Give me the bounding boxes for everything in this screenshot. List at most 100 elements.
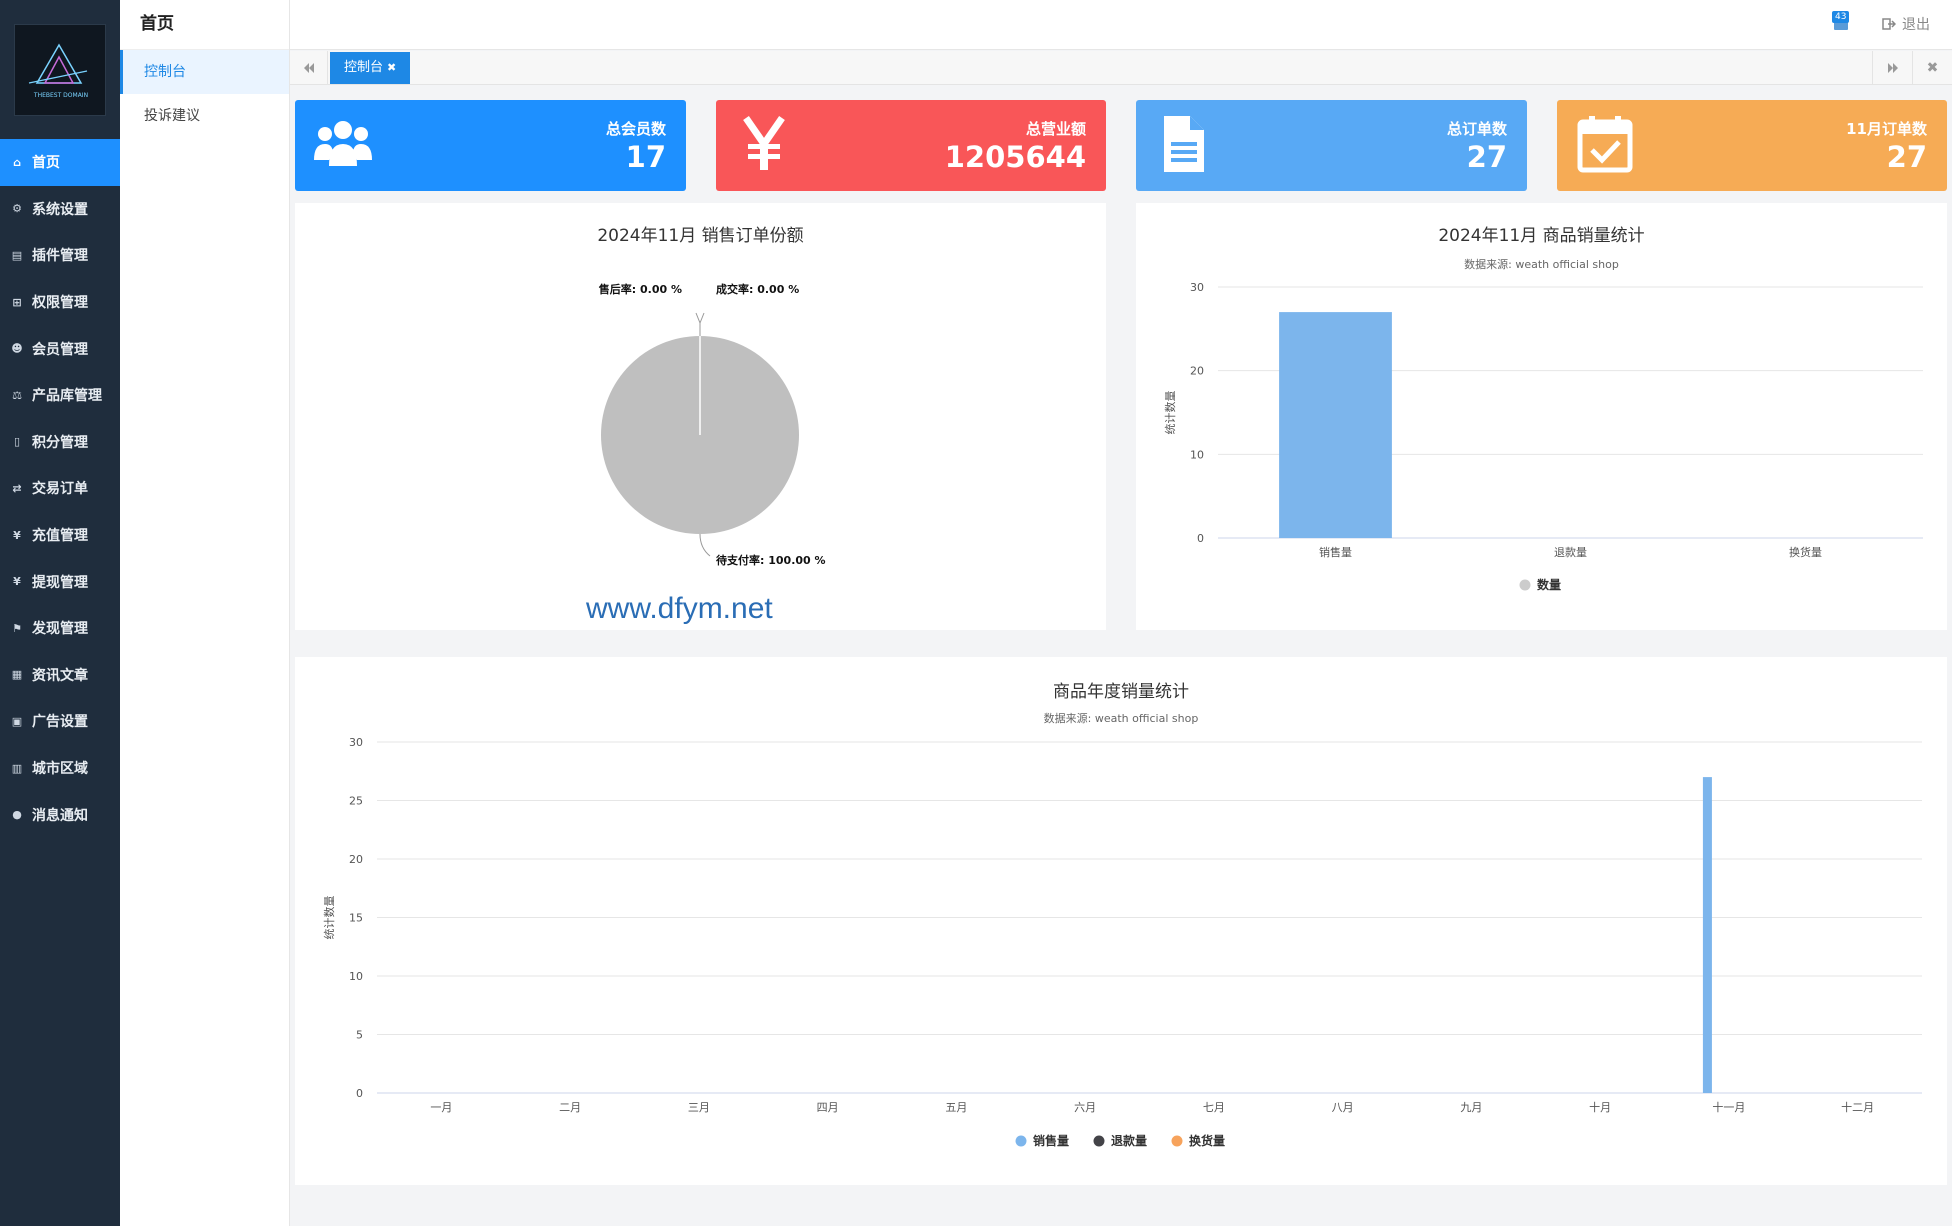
- stat-card-orders[interactable]: 总订单数 27: [1136, 100, 1527, 191]
- x-tick-label: 销售量: [1319, 545, 1352, 559]
- users-icon: [314, 121, 372, 166]
- nav-item-12[interactable]: ▣ 广告设置: [0, 698, 120, 745]
- comment-icon: ●: [12, 808, 22, 822]
- x-tick-label: 十一月: [1712, 1100, 1745, 1114]
- legend-marker[interactable]: [1015, 1135, 1027, 1147]
- bar[interactable]: [1279, 312, 1392, 538]
- bar[interactable]: [1702, 777, 1712, 1093]
- logout-button[interactable]: 退出: [1882, 14, 1930, 34]
- flag-icon: ⚑: [12, 621, 22, 635]
- tab-label: 控制台: [344, 60, 384, 75]
- nav-item-label: 首页: [32, 155, 60, 172]
- map-icon: ▥: [11, 761, 23, 775]
- legend-label[interactable]: 销售量: [1033, 1133, 1069, 1148]
- scale-icon: ⚖: [12, 388, 22, 402]
- nav-item-3[interactable]: ⊞ 权限管理: [0, 279, 120, 326]
- close-icon: ✖: [1926, 60, 1939, 76]
- pie-chart: 售后率: 0.00 % 成交率: 0.00 % 待支付率: 100.00 %: [598, 282, 826, 567]
- nav-item-6[interactable]: ▯ 积分管理: [0, 419, 120, 466]
- x-tick-label: 换货量: [1789, 545, 1822, 559]
- pie-data-label: 售后率: 0.00 %: [598, 282, 682, 296]
- image-icon: ▣: [11, 714, 23, 728]
- yen-icon: ¥: [13, 575, 21, 589]
- card-label: 总会员数: [605, 120, 666, 138]
- legend-marker[interactable]: [1171, 1135, 1183, 1147]
- users-icon: ☻: [11, 342, 23, 356]
- x-tick-label: 十二月: [1841, 1100, 1874, 1114]
- nav-item-4[interactable]: ☻ 会员管理: [0, 325, 120, 372]
- double-left-icon: [303, 63, 314, 73]
- nav-item-label: 交易订单: [32, 481, 88, 498]
- y-axis-label: 统计数量: [1164, 391, 1177, 435]
- card-label: 11月订单数: [1846, 120, 1927, 138]
- subnav-item-1[interactable]: 投诉建议: [144, 108, 200, 124]
- x-tick-label: 九月: [1460, 1101, 1482, 1114]
- y-tick-label: 30: [349, 736, 363, 749]
- card-value: 27: [1466, 140, 1507, 174]
- x-tick-label: 四月: [817, 1101, 839, 1114]
- y-tick-label: 0: [356, 1087, 363, 1100]
- gear-icon: ⚙: [12, 202, 22, 216]
- main-nav: ⌂ 首页 ⚙ 系统设置 ▤ 插件管理 ⊞ 权限管理 ☻ 会员管理 ⚖ 产品库管理 ▯ 积分管理 ⇄ 交易订单 ¥…: [0, 139, 120, 838]
- double-right-icon: [1887, 63, 1898, 73]
- nav-item-label: 产品库管理: [32, 388, 102, 405]
- chart-title: 商品年度销量统计: [1053, 682, 1189, 702]
- card-label: 总营业额: [1025, 120, 1086, 138]
- nav-item-1[interactable]: ⚙ 系统设置: [0, 186, 120, 233]
- legend-marker[interactable]: [1093, 1135, 1105, 1147]
- nav-item-label: 充值管理: [32, 528, 88, 545]
- notification-badge: 43: [1832, 11, 1850, 23]
- close-icon[interactable]: ✖: [387, 61, 397, 74]
- nav-item-7[interactable]: ⇄ 交易订单: [0, 465, 120, 512]
- x-tick-label: 一月: [430, 1101, 452, 1114]
- nav-item-2[interactable]: ▤ 插件管理: [0, 232, 120, 279]
- stat-card-monthly-orders[interactable]: 11月订单数 27: [1557, 100, 1947, 191]
- close-all-tabs-button[interactable]: ✖: [1912, 51, 1952, 85]
- main-sidebar: THEBEST DOMAIN ⌂ 首页 ⚙ 系统设置 ▤ 插件管理 ⊞ 权限管理 ☻ 会员管理 ⚖ 产…: [0, 0, 120, 1226]
- pie-data-label: 待支付率: 100.00 %: [715, 553, 826, 567]
- y-tick-label: 20: [349, 853, 363, 866]
- x-tick-label: 八月: [1332, 1101, 1354, 1114]
- notification-button[interactable]: 43: [1832, 11, 1852, 34]
- legend-marker[interactable]: [1519, 579, 1531, 591]
- nav-item-11[interactable]: ▦ 资讯文章: [0, 652, 120, 699]
- pie-data-label: 成交率: 0.00 %: [716, 282, 799, 296]
- nav-item-10[interactable]: ⚑ 发现管理: [0, 605, 120, 652]
- chart-title: 2024年11月 商品销量统计: [1438, 226, 1645, 246]
- stat-card-revenue[interactable]: 总营业额 1205644: [716, 100, 1106, 191]
- logout-label: 退出: [1902, 17, 1930, 33]
- nav-item-8[interactable]: ¥ 充值管理: [0, 512, 120, 559]
- x-tick-label: 三月: [688, 1101, 710, 1114]
- nav-item-label: 城市区域: [32, 761, 88, 778]
- tab-bar: 控制台 ✖ ✖: [290, 51, 1952, 85]
- nav-item-label: 插件管理: [32, 248, 88, 265]
- y-axis-label: 统计数量: [323, 896, 336, 940]
- x-tick-label: 六月: [1074, 1101, 1096, 1114]
- tab-scroll-right-button[interactable]: [1872, 51, 1912, 85]
- nav-item-label: 提现管理: [32, 574, 88, 591]
- logo[interactable]: THEBEST DOMAIN: [14, 24, 106, 116]
- x-tick-label: 五月: [945, 1101, 967, 1114]
- document-icon: [1164, 116, 1204, 172]
- nav-item-label: 发现管理: [32, 621, 88, 638]
- exchange-icon: ⇄: [12, 481, 22, 495]
- subnav-item-0[interactable]: 控制台: [120, 50, 289, 94]
- nav-item-14[interactable]: ● 消息通知: [0, 791, 120, 838]
- logo-icon: THEBEST DOMAIN: [28, 43, 88, 99]
- nav-item-label: 广告设置: [32, 714, 88, 731]
- yen-icon: ¥: [13, 528, 21, 542]
- file-icon: ▯: [13, 435, 21, 449]
- label-connector: [695, 312, 705, 336]
- nav-item-5[interactable]: ⚖ 产品库管理: [0, 372, 120, 419]
- stat-card-members[interactable]: 总会员数 17: [295, 100, 686, 191]
- tab-dashboard[interactable]: 控制台 ✖: [330, 52, 411, 84]
- nav-item-label: 消息通知: [32, 807, 88, 824]
- tab-scroll-left-button[interactable]: [290, 51, 328, 85]
- nav-item-9[interactable]: ¥ 提现管理: [0, 558, 120, 605]
- legend-label[interactable]: 换货量: [1189, 1133, 1225, 1148]
- legend-label[interactable]: 数量: [1537, 577, 1561, 592]
- nav-item-13[interactable]: ▥ 城市区域: [0, 745, 120, 792]
- legend-label[interactable]: 退款量: [1111, 1133, 1147, 1148]
- nav-item-0[interactable]: ⌂ 首页: [0, 139, 120, 186]
